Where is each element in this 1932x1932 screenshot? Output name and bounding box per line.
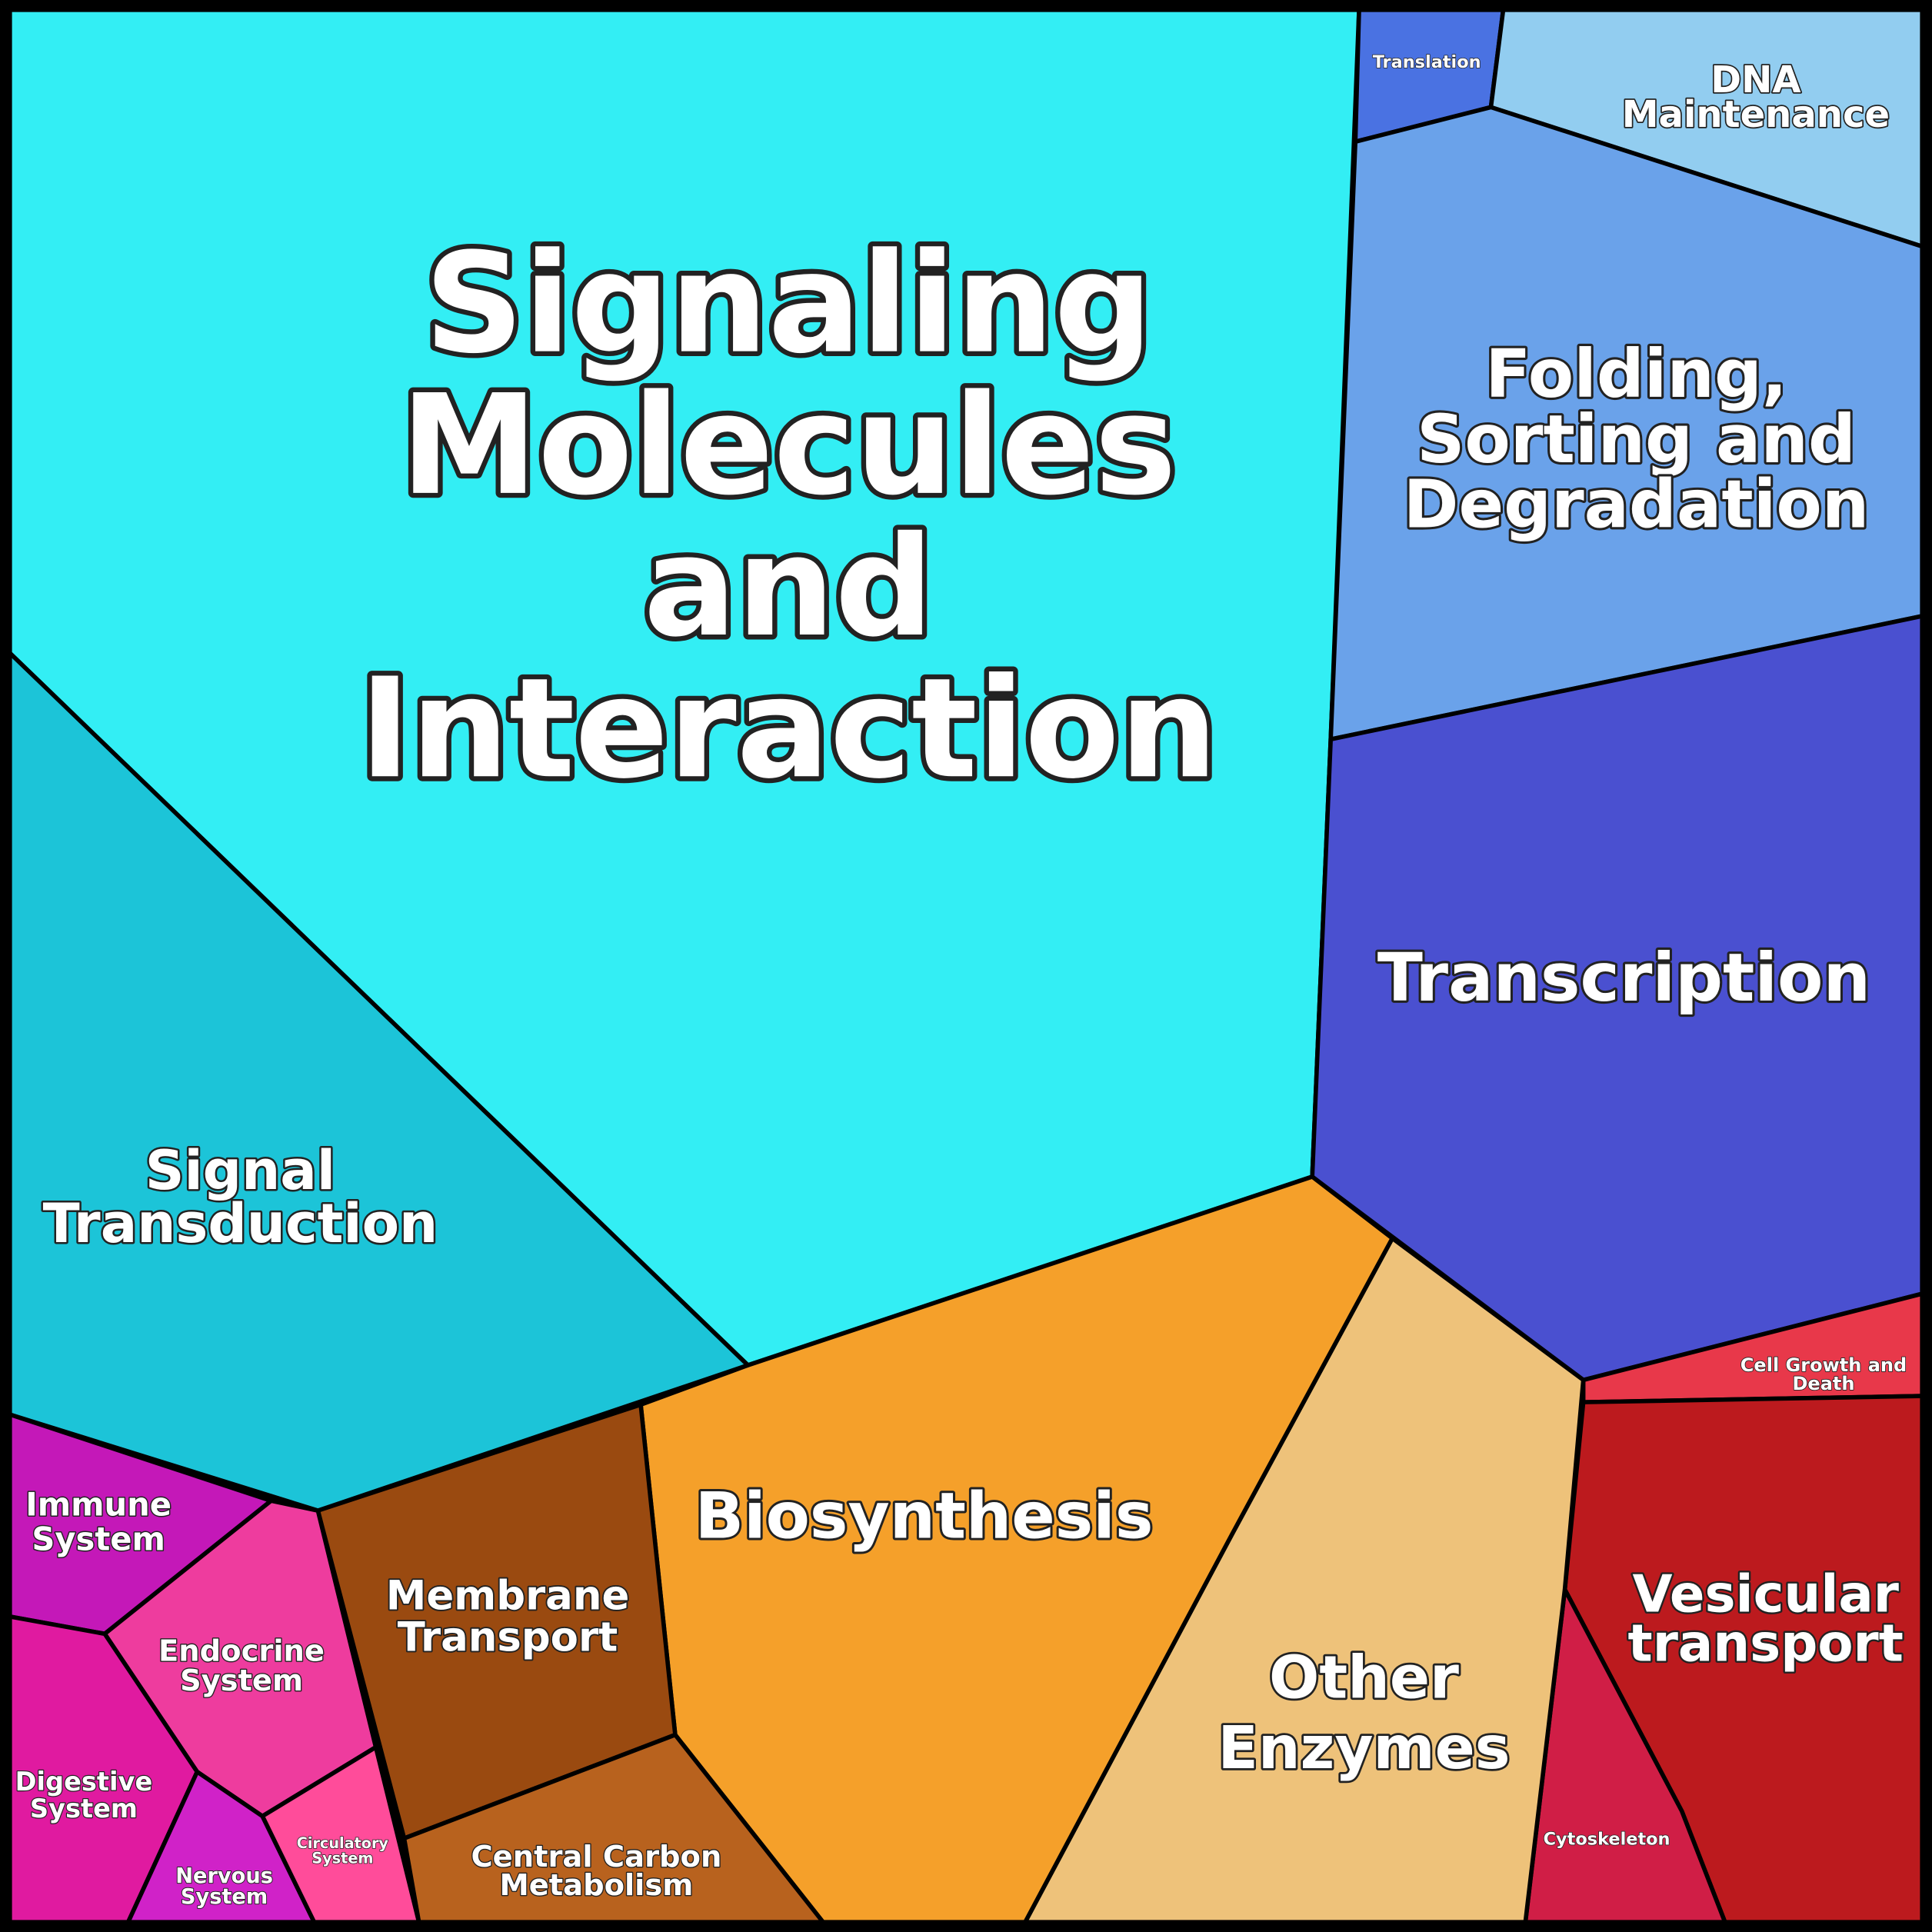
cell-growth-and-death-label-line: Cell Growth and (1740, 1354, 1907, 1376)
signaling-molecules-and-interaction-label-line: and (644, 507, 934, 668)
folding-sorting-and-degradation-cell (1328, 105, 1924, 742)
cytoskeleton-label-line: Cytoskeleton (1544, 1829, 1671, 1849)
signal-transduction-label-line: Signal (145, 1139, 335, 1202)
immune-system-label: Immune System (25, 1486, 172, 1558)
signal-transduction-label: Signal Transduction (43, 1139, 438, 1255)
signal-transduction-label-line: Transduction (43, 1192, 438, 1255)
digestive-system-label-line: Digestive (15, 1767, 153, 1797)
dna-maintenance-label-line: DNA (1710, 58, 1800, 102)
endocrine-system-label: Endocrine System (158, 1634, 325, 1698)
circulatory-system-label-line: System (311, 1849, 373, 1867)
vesicular-transport-label-line: transport (1628, 1614, 1904, 1674)
biosynthesis-label: Biosynthesis (695, 1478, 1154, 1553)
central-carbon-metabolism-label-line: Central Carbon (471, 1840, 721, 1874)
vesicular-transport-label-line: Vesicular (1632, 1564, 1898, 1624)
central-carbon-metabolism-label-line: Metabolism (499, 1868, 693, 1903)
folding-sorting-and-degradation-label: Folding, Sorting and Degradation (1404, 336, 1870, 544)
membrane-transport-label-line: Membrane (386, 1572, 630, 1619)
other-enzymes-label-line: Enzymes (1217, 1714, 1510, 1783)
other-enzymes-label-line: Other (1269, 1644, 1459, 1713)
cytoskeleton-label: Cytoskeleton (1544, 1829, 1671, 1849)
circulatory-system-label: Circulatory System (297, 1834, 389, 1867)
biosynthesis-label-line: Biosynthesis (695, 1478, 1154, 1553)
cell-growth-and-death-label: Cell Growth and Death (1740, 1354, 1907, 1394)
signaling-molecules-and-interaction-label-line: Molecules (401, 365, 1177, 526)
immune-system-label-line: System (32, 1520, 165, 1557)
folding-sorting-and-degradation-label-line: Degradation (1404, 467, 1870, 544)
digestive-system-label: Digestive System (15, 1767, 153, 1824)
dna-maintenance-label: DNA Maintenance (1622, 58, 1890, 136)
cell-growth-and-death-label-line: Death (1793, 1373, 1855, 1394)
dna-maintenance-label-line: Maintenance (1622, 93, 1890, 136)
folding-sorting-and-degradation-label-line: Sorting and (1417, 401, 1856, 478)
nervous-system-label-line: System (181, 1885, 268, 1909)
signaling-molecules-and-interaction-label-line: Signaling (425, 224, 1153, 385)
endocrine-system-label-line: System (180, 1664, 303, 1698)
translation-label: Translation (1373, 52, 1481, 72)
signaling-molecules-and-interaction-label: Signaling Molecules and Interaction (359, 224, 1217, 810)
vesicular-transport-label: Vesicular transport (1628, 1564, 1904, 1673)
circulatory-system-cell (260, 1744, 421, 1924)
endocrine-system-label-line: Endocrine (158, 1634, 325, 1669)
translation-label-line: Translation (1373, 52, 1481, 72)
digestive-system-label-line: System (30, 1794, 138, 1824)
immune-system-label-line: Immune (25, 1486, 172, 1524)
other-enzymes-label: Other Enzymes (1217, 1644, 1510, 1783)
central-carbon-metabolism-label: Central Carbon Metabolism (471, 1840, 721, 1903)
nervous-system-label: Nervous System (175, 1864, 273, 1909)
folding-sorting-and-degradation-label-line: Folding, (1485, 336, 1787, 413)
membrane-transport-label: Membrane Transport (386, 1572, 630, 1661)
circulatory-system-label-line: Circulatory (297, 1834, 389, 1852)
signaling-molecules-and-interaction-label-line: Interaction (359, 648, 1217, 809)
membrane-transport-label-line: Transport (398, 1614, 618, 1661)
transcription-label-line: Transcription (1377, 940, 1870, 1017)
transcription-label: Transcription (1377, 940, 1870, 1017)
nervous-system-label-line: Nervous (175, 1864, 273, 1888)
